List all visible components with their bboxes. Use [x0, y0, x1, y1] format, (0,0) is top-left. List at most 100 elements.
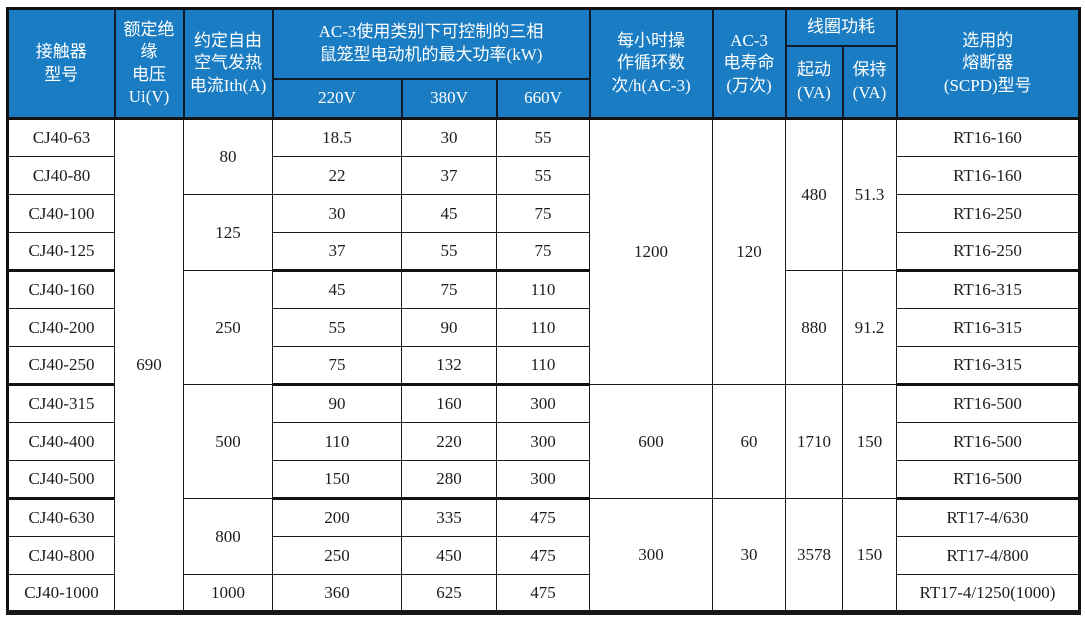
cell-coil-start-3578: 3578	[785, 498, 843, 613]
cell-fuse: RT16-250	[896, 194, 1080, 233]
cell-coil-hold-150b: 150	[842, 498, 897, 613]
cell-kw380: 55	[401, 232, 497, 272]
cell-model: CJ40-400	[7, 422, 115, 461]
cell-ops-600: 600	[589, 384, 713, 499]
header-operating-cycles: 每小时操 作循环数 次/h(AC-3)	[588, 7, 714, 120]
cell-kw660: 475	[496, 536, 590, 575]
cell-model: CJ40-800	[7, 536, 115, 575]
header-row-1: 接触器 型号 额定绝缘 电压Ui(V) 约定自由 空气发热 电流Ith(A) A…	[6, 7, 1081, 120]
cell-model: CJ40-200	[7, 308, 115, 347]
cell-kw220: 150	[272, 460, 402, 500]
header-row-2: 起动 (VA) 保持 (VA)	[8, 44, 1080, 120]
header-380v: 380V	[400, 77, 498, 120]
cell-kw220: 90	[272, 384, 402, 423]
cell-life-30: 30	[712, 498, 786, 613]
table-row: CJ40-200 55 90 110 RT16-315	[7, 308, 1080, 347]
cell-coil-start-1710: 1710	[785, 384, 843, 499]
cell-model: CJ40-1000	[7, 574, 115, 613]
cell-coil-hold-51-3: 51.3	[842, 117, 897, 271]
cell-ith-1000: 1000	[183, 574, 273, 613]
cell-kw660: 300	[496, 460, 590, 500]
cell-kw220: 45	[272, 270, 402, 309]
cell-coil-start-880: 880	[785, 270, 843, 385]
header-220v: 220V	[271, 77, 403, 120]
cell-ith-80: 80	[183, 117, 273, 195]
cell-fuse: RT17-4/800	[896, 536, 1080, 575]
table-row: CJ40-160 250 45 75 110 880 91.2 RT16-315	[7, 270, 1080, 385]
cell-kw380: 160	[401, 384, 497, 423]
cell-kw660: 110	[496, 346, 590, 386]
cell-fuse: RT16-160	[896, 117, 1080, 157]
header-max-power: AC-3使用类别下可控制的三相 鼠笼型电动机的最大功率(kW)	[271, 7, 591, 80]
cell-fuse: RT16-250	[896, 232, 1080, 272]
cell-kw220: 37	[272, 232, 402, 272]
table-row: CJ40-250 75 132 110 RT16-315	[7, 346, 1080, 386]
cell-model: CJ40-80	[7, 156, 115, 195]
table-row: CJ40-63 690 80 18.5 30 55 1200 120 480 5…	[7, 117, 1080, 613]
cell-fuse: RT16-315	[896, 346, 1080, 386]
cell-kw220: 75	[272, 346, 402, 386]
cell-life-120: 120	[712, 117, 786, 385]
table-row: CJ40-1000 1000 360 625 475 RT17-4/1250(1…	[7, 574, 1080, 613]
cell-kw220: 18.5	[272, 117, 402, 157]
cell-kw380: 30	[401, 117, 497, 157]
cell-coil-hold-150a: 150	[842, 384, 897, 499]
cell-kw220: 250	[272, 536, 402, 575]
table-row: CJ40-80 22 37 55 RT16-160	[7, 156, 1080, 195]
cell-model: CJ40-250	[7, 346, 115, 386]
table-row: CJ40-630 800 200 335 475 300 30 3578 150…	[7, 498, 1080, 613]
cell-model: CJ40-160	[7, 270, 115, 309]
header-660v: 660V	[495, 77, 591, 120]
cell-fuse: RT16-500	[896, 384, 1080, 423]
cell-kw220: 22	[272, 156, 402, 195]
cell-kw220: 360	[272, 574, 402, 613]
cell-kw660: 300	[496, 384, 590, 423]
header-electrical-life: AC-3 电寿命 (万次)	[711, 7, 787, 120]
cell-fuse: RT17-4/1250(1000)	[896, 574, 1080, 613]
cell-kw380: 280	[401, 460, 497, 500]
cell-ith-125: 125	[183, 194, 273, 271]
cell-model: CJ40-315	[7, 384, 115, 423]
cell-kw380: 45	[401, 194, 497, 233]
contactor-spec-table: 接触器 型号 额定绝缘 电压Ui(V) 约定自由 空气发热 电流Ith(A) A…	[6, 7, 1081, 615]
cell-kw380: 335	[401, 498, 497, 537]
cell-coil-hold-91-2: 91.2	[842, 270, 897, 385]
cell-kw220: 30	[272, 194, 402, 233]
cell-ops-300: 300	[589, 498, 713, 613]
cell-kw660: 475	[496, 574, 590, 613]
cell-kw380: 625	[401, 574, 497, 613]
header-coil-consumption: 线圈功耗	[784, 7, 898, 47]
table-row: CJ40-125 37 55 75 RT16-250	[7, 232, 1080, 272]
cell-fuse: RT16-315	[896, 308, 1080, 347]
cell-fuse: RT16-315	[896, 270, 1080, 309]
table-header: 接触器 型号 额定绝缘 电压Ui(V) 约定自由 空气发热 电流Ith(A) A…	[6, 7, 1081, 120]
header-thermal-current: 约定自由 空气发热 电流Ith(A)	[182, 7, 274, 120]
table-body: CJ40-63 690 80 18.5 30 55 1200 120 480 5…	[7, 117, 1080, 613]
cell-kw660: 475	[496, 498, 590, 537]
header-model: 接触器 型号	[6, 7, 116, 120]
cell-ops-1200: 1200	[589, 117, 713, 385]
cell-ith-500: 500	[183, 384, 273, 499]
header-coil-start: 起动 (VA)	[784, 44, 844, 120]
cell-kw380: 37	[401, 156, 497, 195]
cell-kw220: 200	[272, 498, 402, 537]
cell-kw660: 110	[496, 270, 590, 309]
header-coil-hold: 保持 (VA)	[841, 44, 898, 120]
cell-model: CJ40-63	[7, 117, 115, 157]
header-insulation-voltage: 额定绝缘 电压Ui(V)	[113, 7, 185, 120]
cell-fuse: RT16-160	[896, 156, 1080, 195]
cell-kw380: 450	[401, 536, 497, 575]
cell-kw220: 110	[272, 422, 402, 461]
table-row: CJ40-500 150 280 300 RT16-500	[7, 460, 1080, 500]
cell-model: CJ40-500	[7, 460, 115, 500]
cell-model: CJ40-100	[7, 194, 115, 233]
cell-kw660: 300	[496, 422, 590, 461]
header-fuse-scpd: 选用的 熔断器 (SCPD)型号	[895, 7, 1081, 120]
cell-kw660: 55	[496, 117, 590, 157]
cell-model: CJ40-630	[7, 498, 115, 537]
cell-kw660: 110	[496, 308, 590, 347]
header-row-3: 220V 380V 660V	[8, 77, 1080, 120]
cell-fuse: RT17-4/630	[896, 498, 1080, 537]
cell-kw380: 220	[401, 422, 497, 461]
